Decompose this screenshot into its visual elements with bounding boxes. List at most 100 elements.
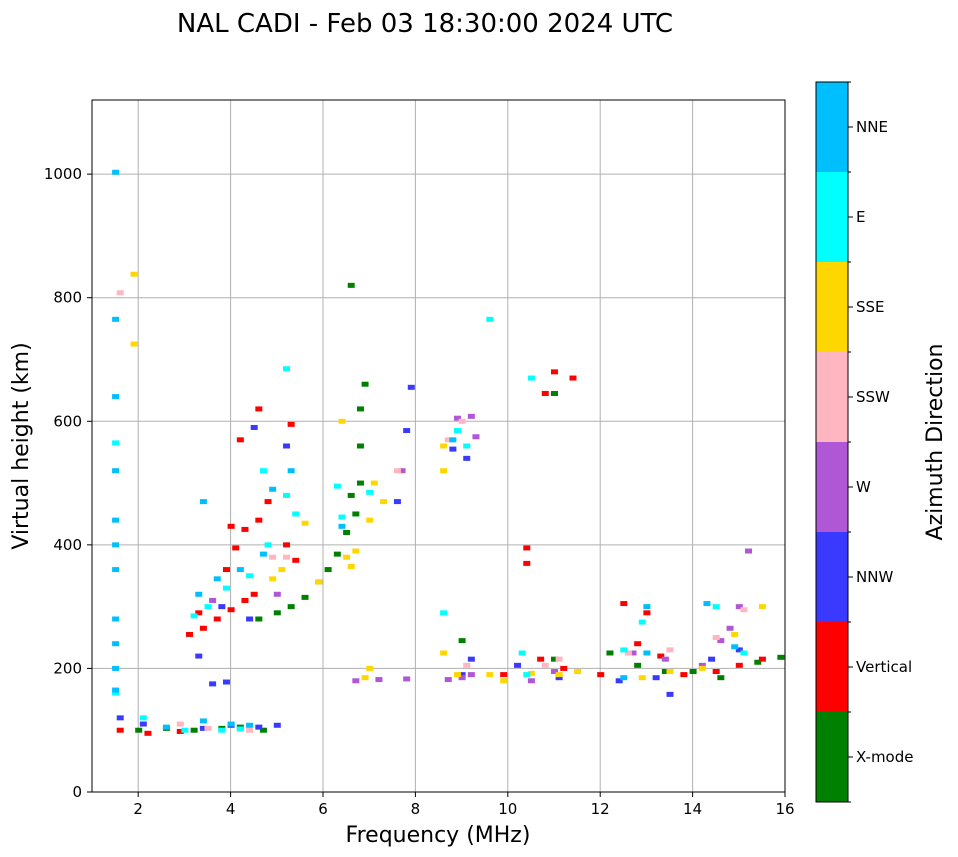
data-point [523, 560, 531, 566]
data-point [250, 591, 258, 597]
data-point [195, 653, 203, 659]
x-tick-label: 10 [498, 800, 517, 818]
x-tick-label: 8 [411, 800, 421, 818]
data-point [218, 604, 226, 610]
data-point [731, 631, 739, 637]
data-point [246, 573, 254, 579]
data-point [551, 656, 558, 662]
data-point [569, 375, 577, 381]
data-point [199, 725, 207, 731]
series-vertical [116, 369, 766, 736]
data-point [190, 727, 198, 733]
series-x-mode [135, 282, 785, 733]
data-point [712, 635, 720, 641]
data-point [222, 567, 230, 573]
colorbar-tick-label: X-mode [856, 748, 913, 766]
x-tick-label: 16 [775, 800, 794, 818]
data-point [352, 678, 360, 684]
data-point [246, 616, 254, 622]
colorbar: X-mode Vertical NNW W SSW SSE E NNE [815, 81, 913, 803]
data-point [500, 672, 508, 678]
data-point [324, 567, 332, 573]
colorbar-tick-label: Vertical [856, 658, 912, 676]
data-point [712, 604, 720, 610]
data-point [112, 687, 120, 693]
data-point [278, 567, 286, 573]
data-point [301, 520, 309, 526]
data-point [112, 616, 120, 622]
data-point [551, 669, 558, 675]
data-point [486, 316, 494, 322]
colorbar-segment [816, 712, 848, 802]
data-points [112, 169, 785, 736]
data-point [338, 514, 346, 520]
series-e [112, 316, 748, 733]
data-point [135, 727, 143, 733]
data-point [236, 726, 244, 732]
data-point [463, 443, 471, 449]
colorbar-tick-label: W [856, 478, 871, 496]
data-point [615, 678, 623, 684]
data-point [347, 492, 355, 498]
data-point [458, 638, 466, 644]
data-point [551, 369, 558, 375]
y-tick-label: 0 [72, 783, 82, 801]
y-tick-label: 600 [53, 412, 82, 430]
data-point [204, 725, 212, 731]
data-point [199, 499, 207, 505]
data-point [523, 672, 531, 678]
data-point [195, 591, 203, 597]
data-point [273, 591, 281, 597]
data-point [463, 662, 471, 668]
data-point [287, 604, 295, 610]
data-point [652, 675, 660, 681]
data-point [232, 545, 240, 551]
data-point [643, 650, 651, 656]
data-point [574, 669, 582, 675]
series-nne [112, 169, 739, 730]
data-point [698, 665, 706, 671]
series-sse [130, 271, 766, 684]
data-point [472, 434, 480, 440]
data-point [338, 418, 346, 424]
data-point [666, 669, 674, 675]
data-point [403, 428, 411, 434]
data-point [555, 675, 563, 681]
data-point [634, 641, 642, 647]
data-point [144, 730, 152, 736]
data-point [463, 455, 471, 461]
data-point [112, 316, 120, 322]
colorbar-label: Azimuth Direction [923, 343, 948, 540]
x-axis-ticks: 2 4 6 8 10 12 14 16 [133, 792, 795, 818]
colorbar-tick-label: NNW [856, 568, 893, 586]
data-point [666, 691, 674, 697]
series-ssw [116, 290, 748, 733]
data-point [315, 579, 323, 585]
data-point [407, 384, 415, 390]
colorbar-frame [815, 81, 849, 803]
data-point [292, 557, 300, 563]
colorbar-tick-label: SSW [856, 388, 890, 406]
colorbar-segment [816, 622, 848, 712]
data-point [209, 681, 217, 687]
data-point [112, 468, 120, 474]
data-point [735, 604, 743, 610]
data-point [222, 585, 230, 591]
data-point [283, 554, 291, 560]
data-point [246, 722, 254, 728]
x-tick-label: 12 [591, 800, 610, 818]
plot-frame [91, 99, 786, 793]
data-point [735, 662, 743, 668]
data-point [380, 499, 388, 505]
data-point [283, 492, 291, 498]
data-point [453, 672, 461, 678]
data-point [356, 480, 364, 486]
data-point [486, 672, 494, 678]
data-point [292, 511, 300, 517]
data-point [112, 641, 120, 647]
data-point [393, 499, 401, 505]
data-point [352, 548, 360, 554]
data-point [366, 517, 374, 523]
data-point [190, 613, 198, 619]
colorbar-tick-label: NNE [856, 118, 888, 136]
